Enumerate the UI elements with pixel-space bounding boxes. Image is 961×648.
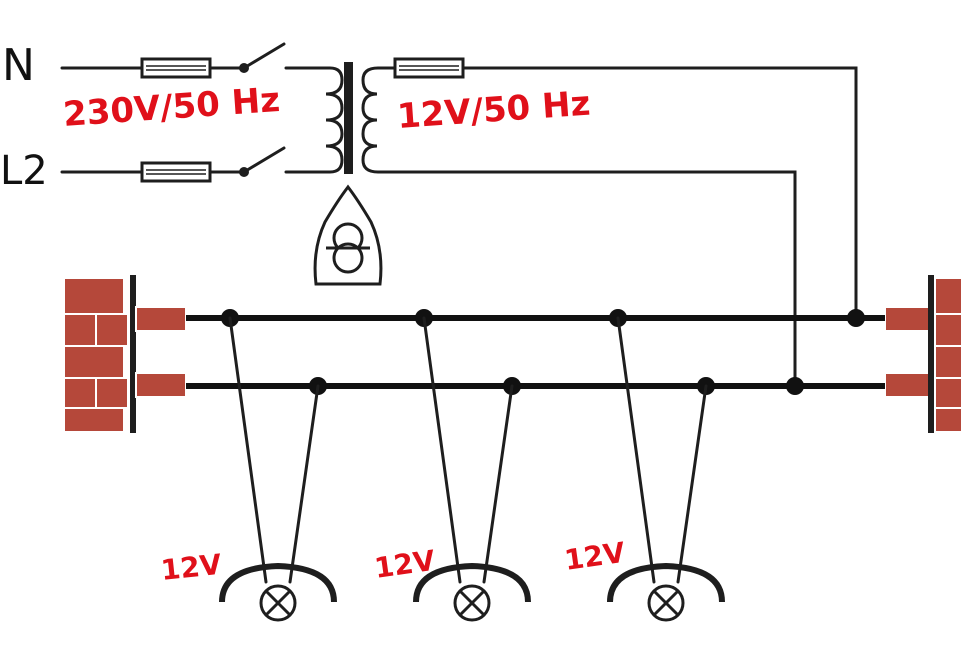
lamp-1 bbox=[219, 316, 337, 622]
transformer-core bbox=[344, 62, 353, 174]
primary-fuse-l2 bbox=[140, 161, 212, 183]
right-wall bbox=[884, 275, 961, 433]
junction-dot bbox=[786, 377, 804, 395]
label-n: N bbox=[2, 40, 35, 91]
label-primary-voltage: 230V/50 Hz bbox=[62, 80, 281, 135]
lamp-2 bbox=[413, 316, 531, 622]
label-l2: L2 bbox=[0, 148, 48, 194]
double-pole-switch bbox=[239, 42, 322, 177]
label-lamp-1-voltage: 12V bbox=[159, 548, 223, 587]
primary-fuse-n bbox=[140, 57, 212, 79]
left-wall bbox=[63, 275, 187, 433]
safety-transformer-symbol bbox=[313, 184, 383, 286]
label-secondary-voltage: 12V/50 Hz bbox=[396, 84, 592, 137]
primary-coil bbox=[318, 66, 344, 174]
tensioned-wires bbox=[186, 315, 885, 389]
secondary-wiring bbox=[393, 66, 858, 388]
label-lamp-3-voltage: 12V bbox=[562, 536, 627, 577]
secondary-fuse bbox=[393, 57, 465, 79]
transformer bbox=[318, 62, 397, 174]
supply-lines bbox=[60, 66, 245, 174]
junction-dot bbox=[847, 309, 865, 327]
lamp-3 bbox=[607, 316, 725, 622]
junctions bbox=[221, 309, 865, 395]
secondary-coil bbox=[361, 66, 397, 174]
